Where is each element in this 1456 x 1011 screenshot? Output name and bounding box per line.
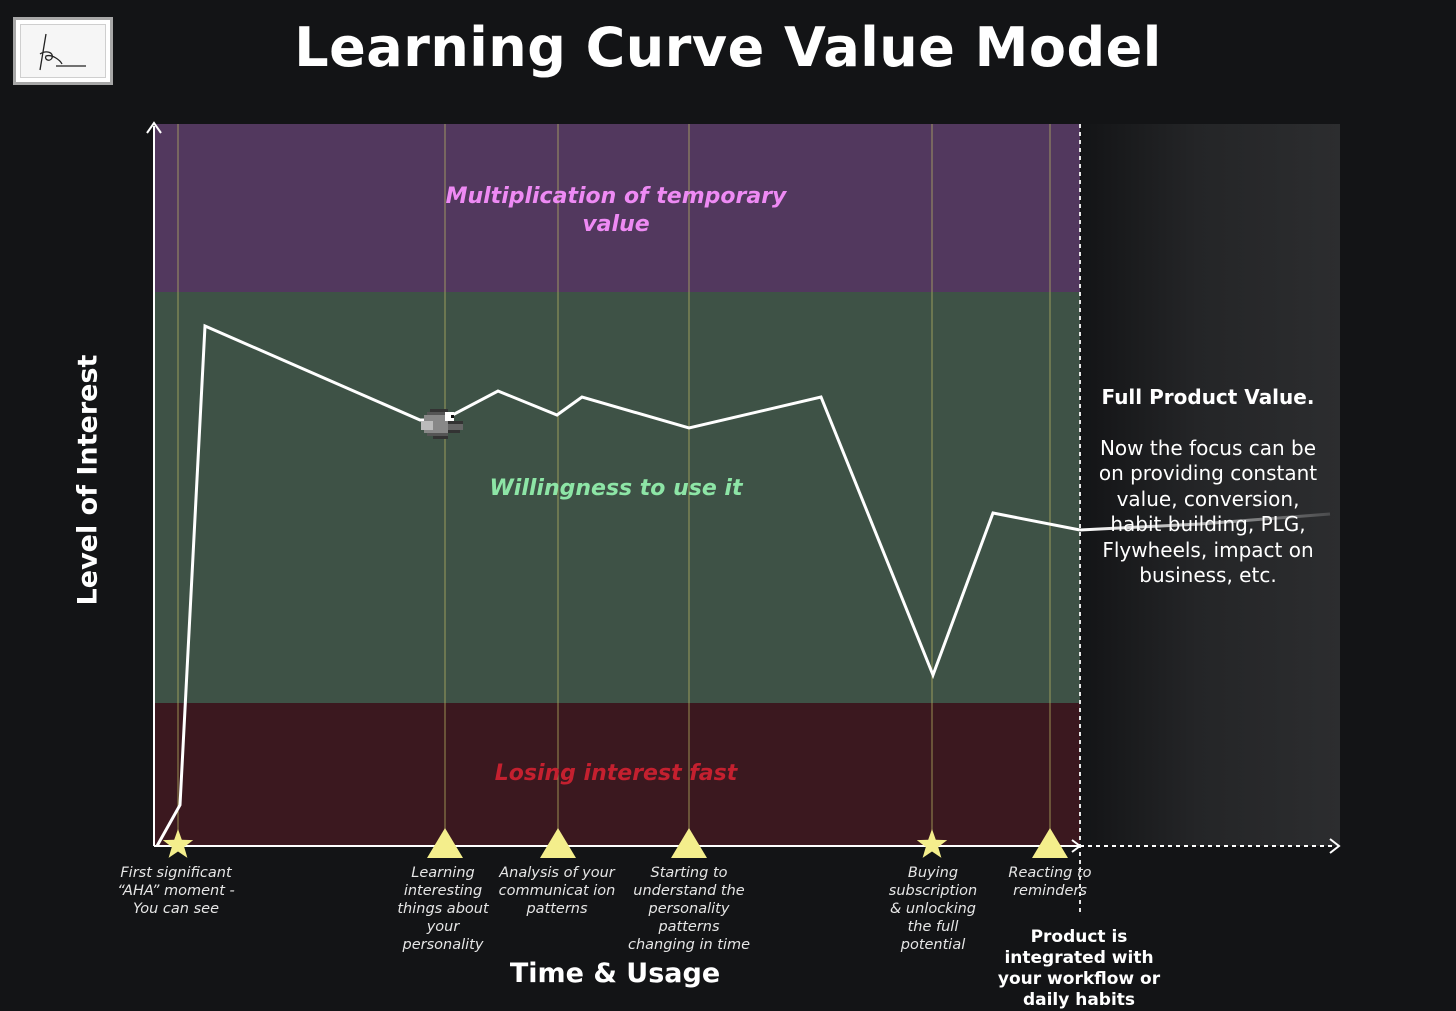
y-axis-label: Level of Interest bbox=[72, 354, 104, 606]
integrated-note: Product is integrated with your workflow… bbox=[997, 927, 1161, 1010]
zone-bottom-label: Losing interest fast bbox=[494, 761, 738, 786]
page-title: Learning Curve Value Model bbox=[294, 16, 1162, 79]
triangle-marker-icon bbox=[427, 828, 463, 858]
triangle-marker-icon bbox=[540, 828, 576, 858]
star-marker-icon bbox=[916, 829, 948, 858]
milestone-label: Learning interesting things about your p… bbox=[397, 865, 489, 953]
triangle-marker-icon bbox=[1032, 828, 1068, 858]
pixel-bird-icon bbox=[418, 406, 466, 442]
milestone-label: Analysis of your communicat ion patterns bbox=[498, 865, 616, 917]
star-marker-icon bbox=[162, 829, 194, 858]
full-value-panel-text: Full Product Value. Now the focus can be… bbox=[1090, 385, 1326, 589]
signature-logo bbox=[13, 17, 113, 85]
milestone-label: Reacting to reminders bbox=[1008, 865, 1092, 899]
milestone-label: Buying subscription & unlocking the full… bbox=[888, 865, 978, 953]
full-value-panel bbox=[1080, 124, 1340, 846]
zone-middle-band bbox=[155, 292, 1080, 703]
interest-curve bbox=[155, 323, 1081, 847]
x-axis-arrow bbox=[1329, 838, 1341, 854]
zone-bottom-band bbox=[155, 703, 1080, 846]
triangle-marker-icon bbox=[671, 828, 707, 858]
zone-top-label: Multiplication of temporary value bbox=[445, 184, 787, 237]
zone-top-band bbox=[155, 124, 1080, 292]
x-axis-inner-arrow bbox=[1071, 839, 1082, 853]
full-value-body: Now the focus can be on providing consta… bbox=[1098, 435, 1318, 588]
milestone-label: First significant “AHA” moment - You can… bbox=[117, 865, 235, 917]
milestone-guide-lines bbox=[177, 124, 1051, 846]
full-value-heading: Full Product Value. bbox=[1101, 385, 1315, 409]
zone-middle-label: Willingness to use it bbox=[489, 476, 743, 501]
interest-curve-tail bbox=[1079, 512, 1331, 532]
x-axis-label: Time & Usage bbox=[509, 958, 721, 989]
y-axis-arrow bbox=[146, 121, 162, 134]
milestone-label: Starting to understand the personality p… bbox=[627, 865, 751, 953]
milestone-markers bbox=[162, 828, 1068, 858]
